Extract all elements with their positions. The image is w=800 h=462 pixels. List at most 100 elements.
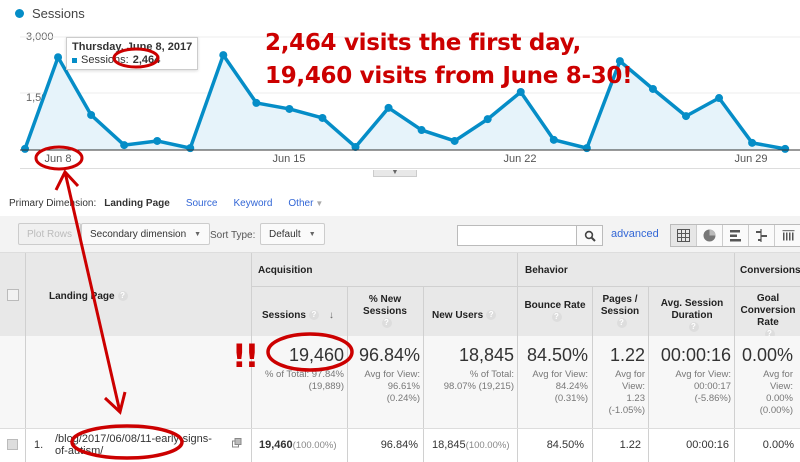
data-point[interactable]: [615, 57, 624, 66]
row-bounce-rate: 84.50%: [546, 439, 584, 451]
data-point[interactable]: [21, 144, 29, 153]
annotation-line1: 2,464 visits the first day,: [265, 30, 581, 56]
table-search-input[interactable]: [457, 225, 577, 246]
exclamation-annotation: !!: [232, 337, 259, 375]
collapse-chart-handle[interactable]: ▼: [373, 169, 417, 177]
legend-label: Sessions: [32, 6, 85, 21]
bar-chart-icon: [730, 230, 741, 242]
data-point[interactable]: [252, 98, 261, 107]
sessions-chart: Sessions 3,000 1,500 Jun 8 Jun 15 Jun 22…: [0, 0, 800, 180]
data-point[interactable]: [483, 115, 492, 124]
help-icon[interactable]: ?: [308, 310, 319, 321]
primary-dimension-bar: Primary Dimension: Landing Page Source K…: [9, 198, 323, 209]
data-point[interactable]: [87, 110, 96, 119]
table-toolbar: Plot Rows Secondary dimension ▼ Sort Typ…: [0, 216, 800, 252]
data-point[interactable]: [682, 112, 690, 121]
help-icon[interactable]: ?: [551, 312, 562, 323]
data-point[interactable]: [54, 53, 63, 62]
col-sessions[interactable]: Sessions? ↓: [262, 310, 334, 322]
chart-divider: [20, 168, 800, 169]
pie-view-button[interactable]: [697, 225, 723, 246]
total-sessions-sub: % of Total: 97.84% (19,889): [264, 369, 344, 392]
help-icon[interactable]: ?: [764, 329, 775, 340]
help-icon[interactable]: ?: [616, 318, 627, 329]
row-pages-session: 1.22: [619, 439, 641, 451]
tooltip-metric: Sessions:: [81, 54, 129, 66]
data-point[interactable]: [384, 103, 393, 112]
data-point[interactable]: [120, 141, 129, 150]
open-external-link-icon[interactable]: [232, 438, 242, 451]
x-tick-jun22: Jun 22: [503, 153, 537, 165]
chevron-down-icon: ▼: [315, 199, 324, 208]
pivot-view-button[interactable]: [775, 225, 800, 246]
col-avg-session-duration[interactable]: Avg. Session Duration?: [652, 298, 732, 334]
data-point[interactable]: [748, 138, 757, 147]
view-switcher: [670, 224, 800, 247]
data-point[interactable]: [450, 136, 459, 145]
legend-dot-icon: [15, 9, 24, 18]
row-checkbox[interactable]: [7, 439, 18, 450]
col-pages-session-label: Pages / Session: [600, 294, 640, 317]
x-tick-jun15: Jun 15: [272, 153, 306, 165]
landing-page-line2: of-autism/: [55, 445, 104, 457]
data-point[interactable]: [153, 136, 162, 145]
data-point[interactable]: [648, 84, 657, 93]
search-button[interactable]: [577, 225, 603, 246]
pie-chart-icon: [703, 229, 716, 242]
col-sessions-label: Sessions: [262, 310, 306, 321]
advanced-filter-link[interactable]: advanced: [611, 228, 659, 240]
col-new-sessions-label: % New Sessions: [363, 294, 407, 317]
total-new-users-sub: % of Total: 98.07% (19,215): [443, 369, 514, 392]
comparison-view-button[interactable]: [749, 225, 775, 246]
select-all-checkbox[interactable]: [7, 289, 19, 301]
data-point[interactable]: [516, 87, 525, 96]
plot-rows-button[interactable]: Plot Rows: [18, 223, 82, 245]
sort-type-dropdown[interactable]: Default ▼: [260, 223, 325, 245]
col-bounce-rate[interactable]: Bounce Rate?: [522, 300, 588, 324]
x-tick-jun8: Jun 8: [44, 153, 72, 165]
row-new-users: 18,845(100.00%): [432, 439, 510, 451]
table-view-button[interactable]: [671, 225, 697, 246]
col-goal-conversion-label: Goal Conversion Rate: [740, 293, 796, 328]
col-new-sessions[interactable]: % New Sessions?: [354, 294, 416, 330]
secondary-dimension-dropdown[interactable]: Secondary dimension ▼: [81, 223, 211, 245]
data-point[interactable]: [285, 104, 294, 113]
data-point[interactable]: [781, 144, 790, 153]
table-row[interactable]: 1. /blog/2017/06/08/11-early-signs- of-a…: [0, 428, 800, 462]
chart-legend[interactable]: Sessions: [15, 6, 85, 21]
data-point[interactable]: [351, 142, 360, 151]
data-point[interactable]: [549, 135, 558, 144]
landing-page-link[interactable]: /blog/2017/06/08/11-early-signs- of-auti…: [55, 433, 212, 457]
totals-row: 19,460 % of Total: 97.84% (19,889) 96.84%…: [0, 336, 800, 428]
help-icon[interactable]: ?: [117, 291, 128, 302]
data-point[interactable]: [582, 144, 591, 153]
landing-page-line1: /blog/2017/06/08/11-early-signs-: [55, 433, 212, 445]
grid-icon: [677, 229, 690, 242]
total-goal-conversion-sub: Avg for View: 0.00% (0.00%): [759, 369, 793, 416]
annotation-line2: 19,460 visits from June 8-30!: [265, 63, 633, 89]
group-conversions: Conversions: [740, 265, 800, 276]
search-icon: [584, 230, 596, 242]
group-behavior: Behavior: [525, 265, 568, 276]
data-point[interactable]: [417, 126, 426, 135]
row-sessions: 19,460(100.00%): [259, 439, 337, 451]
col-pages-session[interactable]: Pages / Session?: [596, 294, 644, 330]
total-pages-session: 1.22: [609, 345, 645, 365]
dimension-landing-page[interactable]: Landing Page: [104, 198, 170, 209]
help-icon[interactable]: ?: [688, 322, 699, 333]
col-landing-page[interactable]: Landing Page?: [49, 291, 128, 303]
data-point[interactable]: [318, 113, 327, 122]
data-point[interactable]: [715, 94, 724, 103]
col-new-users[interactable]: New Users?: [432, 310, 497, 322]
total-new-sessions: 96.84%: [358, 345, 420, 365]
col-goal-conversion-rate[interactable]: Goal Conversion Rate?: [737, 293, 799, 341]
dimension-source[interactable]: Source: [185, 198, 218, 209]
data-point[interactable]: [186, 144, 195, 153]
dimension-keyword[interactable]: Keyword: [233, 198, 273, 209]
help-icon[interactable]: ?: [486, 310, 497, 321]
help-icon[interactable]: ?: [381, 318, 392, 329]
data-point[interactable]: [219, 51, 228, 60]
performance-view-button[interactable]: [723, 225, 749, 246]
dimension-other[interactable]: Other ▼: [288, 198, 323, 209]
tooltip-series-icon: [72, 57, 77, 63]
